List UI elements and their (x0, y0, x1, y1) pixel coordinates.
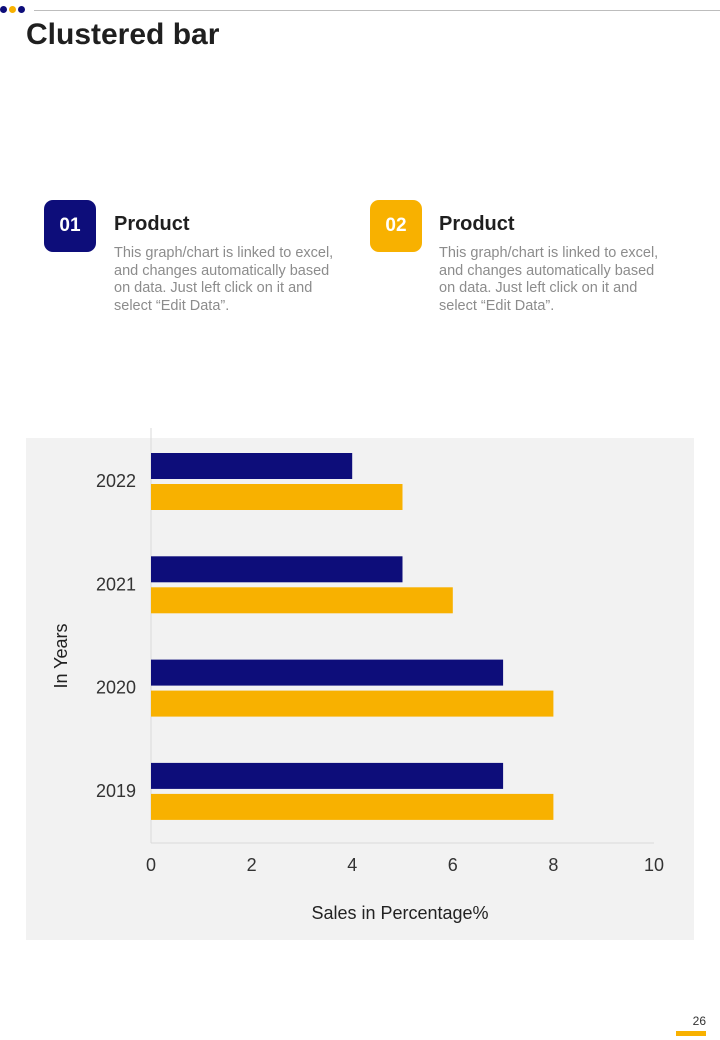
bar (151, 556, 403, 583)
page-number-underline (676, 1031, 706, 1036)
x-tick-label: 6 (448, 855, 458, 875)
page-title: Clustered bar (26, 18, 220, 51)
bar (151, 659, 504, 686)
x-tick-label: 4 (347, 855, 357, 875)
bar (151, 762, 504, 789)
x-tick-label: 0 (146, 855, 156, 875)
chart-area (26, 438, 694, 940)
bar (151, 793, 554, 820)
header-divider (34, 10, 720, 11)
dot-icon (18, 6, 25, 13)
bar (151, 587, 453, 614)
bar (151, 453, 353, 479)
card-description: This graph/chart is linked to excel, and… (439, 245, 659, 314)
y-tick-label: 2021 (96, 574, 136, 594)
y-tick-label: 2022 (96, 471, 136, 491)
bar (151, 690, 554, 717)
y-axis-title: In Years (51, 623, 71, 688)
dot-icon (0, 6, 7, 13)
card-description: This graph/chart is linked to excel, and… (114, 245, 334, 314)
y-tick-label: 2019 (96, 781, 136, 801)
x-tick-label: 2 (247, 855, 257, 875)
dot-icon (9, 6, 16, 13)
card-number-badge: 02 (370, 200, 422, 252)
x-tick-label: 10 (644, 855, 664, 875)
x-axis-title: Sales in Percentage% (311, 903, 488, 923)
card-title: Product (439, 213, 515, 235)
y-tick-label: 2020 (96, 678, 136, 698)
card-number-badge: 01 (44, 200, 96, 252)
page-number: 26 (692, 1014, 706, 1028)
bar (151, 484, 403, 510)
x-tick-label: 8 (548, 855, 558, 875)
card-title: Product (114, 213, 190, 235)
decorative-dots (0, 5, 34, 15)
